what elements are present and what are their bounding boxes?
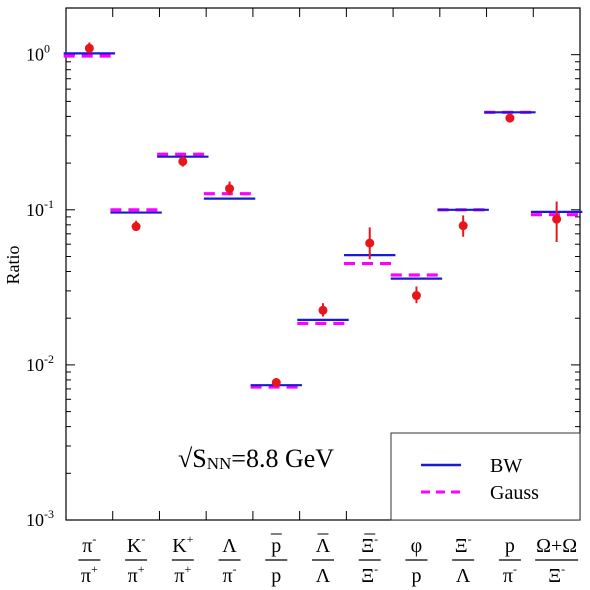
data-point <box>552 214 562 224</box>
x-label-numerator: K+ <box>172 532 193 557</box>
data-point <box>318 305 328 315</box>
y-axis-label: Ratio <box>3 246 23 285</box>
x-category-label: φp <box>405 535 428 587</box>
y-tick-label: 100 <box>26 42 50 65</box>
x-category-label: Ξ- Ξ- <box>358 532 381 587</box>
x-label-numerator: Λ <box>222 535 237 557</box>
legend-box <box>390 432 581 521</box>
x-label-numerator: Λ <box>316 535 331 557</box>
x-label-numerator: Ξ- <box>361 532 378 557</box>
y-axis: 100 10-1 10-2 10-3 <box>26 7 580 530</box>
data-point <box>178 156 188 166</box>
chart-marks <box>63 42 583 389</box>
energy-annotation-prefix: √S <box>178 444 207 473</box>
energy-annotation-sub: NN <box>207 454 232 473</box>
data-point <box>84 43 94 53</box>
data-point <box>458 221 468 231</box>
legend-label-bw: BW <box>490 455 522 477</box>
y-tick-label: 10-2 <box>26 352 54 375</box>
legend-label-gauss: Gauss <box>490 482 539 504</box>
x-label-denominator: π+ <box>81 562 98 587</box>
data-point <box>505 113 515 123</box>
x-category-label: Ξ- Λ <box>452 532 475 587</box>
x-label-denominator: π- <box>503 562 517 587</box>
x-label-denominator: π+ <box>174 562 191 587</box>
y-tick-label: 10-1 <box>26 197 54 220</box>
x-label-denominator: π+ <box>128 562 145 587</box>
data-point <box>365 238 375 248</box>
x-label-denominator: Λ <box>316 565 331 587</box>
x-category-label: Ω+Ω Ξ- <box>535 535 579 587</box>
x-category-label: Λπ- <box>218 535 241 587</box>
x-label-numerator: p <box>271 535 281 557</box>
x-label-numerator: π- <box>82 532 96 557</box>
x-label-numerator: Ω+Ω <box>536 535 577 557</box>
x-category-label: ΛΛ <box>312 533 334 587</box>
x-label-denominator: p <box>271 565 281 587</box>
legend: BW Gauss <box>390 432 581 521</box>
data-point <box>411 291 421 301</box>
x-category-label: K+ π+ <box>171 532 194 587</box>
x-label-numerator: Ξ- <box>455 532 472 557</box>
x-category-label: K-π+ <box>125 532 148 587</box>
x-category-label: π-π+ <box>78 532 101 587</box>
y-tick-label: 10-3 <box>26 507 54 530</box>
energy-annotation: √SNN=8.8 GeV <box>178 444 334 473</box>
x-label-denominator: Λ <box>456 565 471 587</box>
x-label-denominator: Ξ- <box>361 562 378 587</box>
x-label-denominator: Ξ- <box>548 562 565 587</box>
x-label-numerator: φ <box>411 535 423 557</box>
x-label-numerator: p <box>505 535 515 557</box>
x-category-label: p π- <box>498 535 521 587</box>
x-label-denominator: p <box>411 565 421 587</box>
data-point <box>131 222 141 232</box>
data-point <box>225 184 235 194</box>
plot-frame <box>65 7 581 521</box>
x-label-numerator: K- <box>127 532 145 557</box>
data-point <box>271 378 281 388</box>
energy-annotation-suffix: =8.8 GeV <box>231 444 334 473</box>
x-category-label: pp <box>265 533 288 587</box>
x-label-denominator: π- <box>222 562 236 587</box>
